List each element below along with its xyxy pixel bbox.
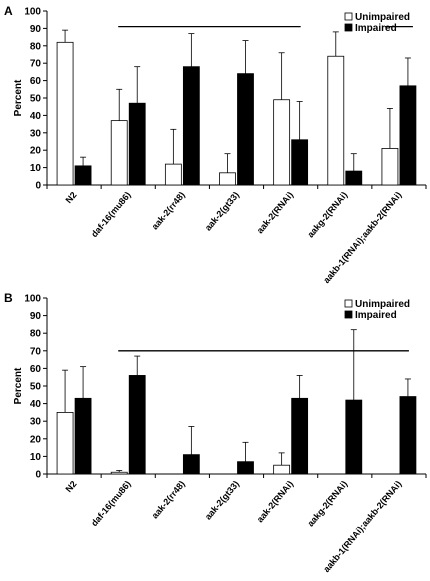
- legend-label-unimpaired: Unimpaired: [355, 12, 410, 23]
- y-tick-label: 60: [30, 76, 42, 87]
- bar-impaired: [237, 461, 254, 475]
- bar-impaired: [74, 397, 92, 475]
- y-tick-label: 50: [30, 382, 42, 393]
- bar-impaired: [291, 139, 309, 186]
- bar-unimpaired: [219, 172, 236, 186]
- chart-a: A 0 10 20 30 40 50 60 70 80 90 100 Percent N2 daf-16(m…: [4, 4, 427, 285]
- y-tick-label: 40: [30, 399, 42, 410]
- bar-impaired: [237, 73, 254, 186]
- bar-impaired: [128, 375, 146, 475]
- x-category-label: aak-2(RNAi): [255, 190, 295, 236]
- y-tick-label: 80: [30, 41, 42, 52]
- panel-b: B 0 10 20 30 40 50 60 70 80 90 100 Percent N2 daf-16(m…: [0, 288, 430, 581]
- bar-impaired: [399, 396, 417, 475]
- y-tick-label: 0: [35, 181, 41, 192]
- y-axis-label: Percent: [13, 367, 24, 404]
- y-tick-label: 10: [30, 163, 42, 174]
- x-category-label: aak-2(RNAi): [255, 479, 295, 525]
- legend-swatch-impaired: [344, 310, 353, 319]
- bar-unimpaired: [327, 55, 345, 186]
- bar-unimpaired: [110, 120, 128, 186]
- bar-unimpaired: [56, 41, 74, 186]
- y-tick-label: 90: [30, 311, 42, 322]
- x-category-label: N2: [64, 190, 79, 205]
- bar-unimpaired: [164, 163, 182, 186]
- y-tick-label: 40: [30, 111, 42, 122]
- legend-swatch-unimpaired: [344, 299, 353, 308]
- x-category-label: aakg-2(RNAi): [305, 190, 349, 240]
- x-category-label: aakg-2(RNAi): [305, 479, 349, 529]
- legend-swatch-unimpaired: [344, 12, 353, 21]
- y-tick-label: 90: [30, 24, 42, 35]
- y-tick-label: 70: [30, 346, 42, 357]
- x-category-label: aak-2(rr48): [150, 190, 187, 232]
- bar-impaired: [74, 165, 92, 186]
- panel-label: A: [4, 4, 13, 18]
- bar-impaired: [182, 454, 200, 475]
- x-category-label: daf-16(mu86): [89, 479, 133, 528]
- x-category-label: daf-16(mu86): [89, 190, 133, 239]
- bar-unimpaired: [273, 464, 291, 475]
- legend-swatch-impaired: [344, 23, 353, 32]
- x-category-label: aak-2(rr48): [150, 479, 187, 521]
- bar-unimpaired: [56, 412, 74, 475]
- y-axis-label: Percent: [13, 79, 24, 116]
- x-category-label: aak-2(gt33): [203, 479, 241, 522]
- y-tick-label: 70: [30, 59, 42, 70]
- y-tick-label: 20: [30, 146, 42, 157]
- y-tick-label: 20: [30, 434, 42, 445]
- bar-impaired: [345, 170, 363, 186]
- legend-label-impaired: Impaired: [355, 310, 397, 321]
- y-tick-label: 100: [24, 294, 41, 305]
- y-tick-label: 0: [35, 470, 41, 481]
- y-tick-label: 10: [30, 452, 42, 463]
- bar-unimpaired: [273, 99, 291, 186]
- panel-label: B: [4, 291, 13, 305]
- bar-impaired: [128, 102, 146, 186]
- y-tick-label: 80: [30, 329, 42, 340]
- bar-unimpaired: [110, 471, 128, 475]
- y-tick-label: 30: [30, 128, 42, 139]
- x-category-label: aak-2(gt33): [203, 190, 241, 233]
- chart-b: B 0 10 20 30 40 50 60 70 80 90 100 Percent N2 daf-16(m…: [4, 291, 427, 574]
- y-tick-label: 30: [30, 417, 42, 428]
- panel-a: A 0 10 20 30 40 50 60 70 80 90 100 Percent N2 daf-16(m…: [4, 4, 427, 285]
- x-category-label: N2: [64, 479, 79, 494]
- y-tick-label: 50: [30, 94, 42, 105]
- bar-unimpaired: [381, 148, 399, 186]
- bar-impaired: [399, 85, 417, 186]
- bar-impaired: [291, 397, 309, 475]
- bar-impaired: [345, 399, 363, 475]
- legend-label-impaired: Impaired: [355, 23, 397, 34]
- y-tick-label: 100: [24, 7, 41, 18]
- y-tick-label: 60: [30, 364, 42, 375]
- bar-impaired: [182, 66, 200, 186]
- legend-label-unimpaired: Unimpaired: [355, 299, 410, 310]
